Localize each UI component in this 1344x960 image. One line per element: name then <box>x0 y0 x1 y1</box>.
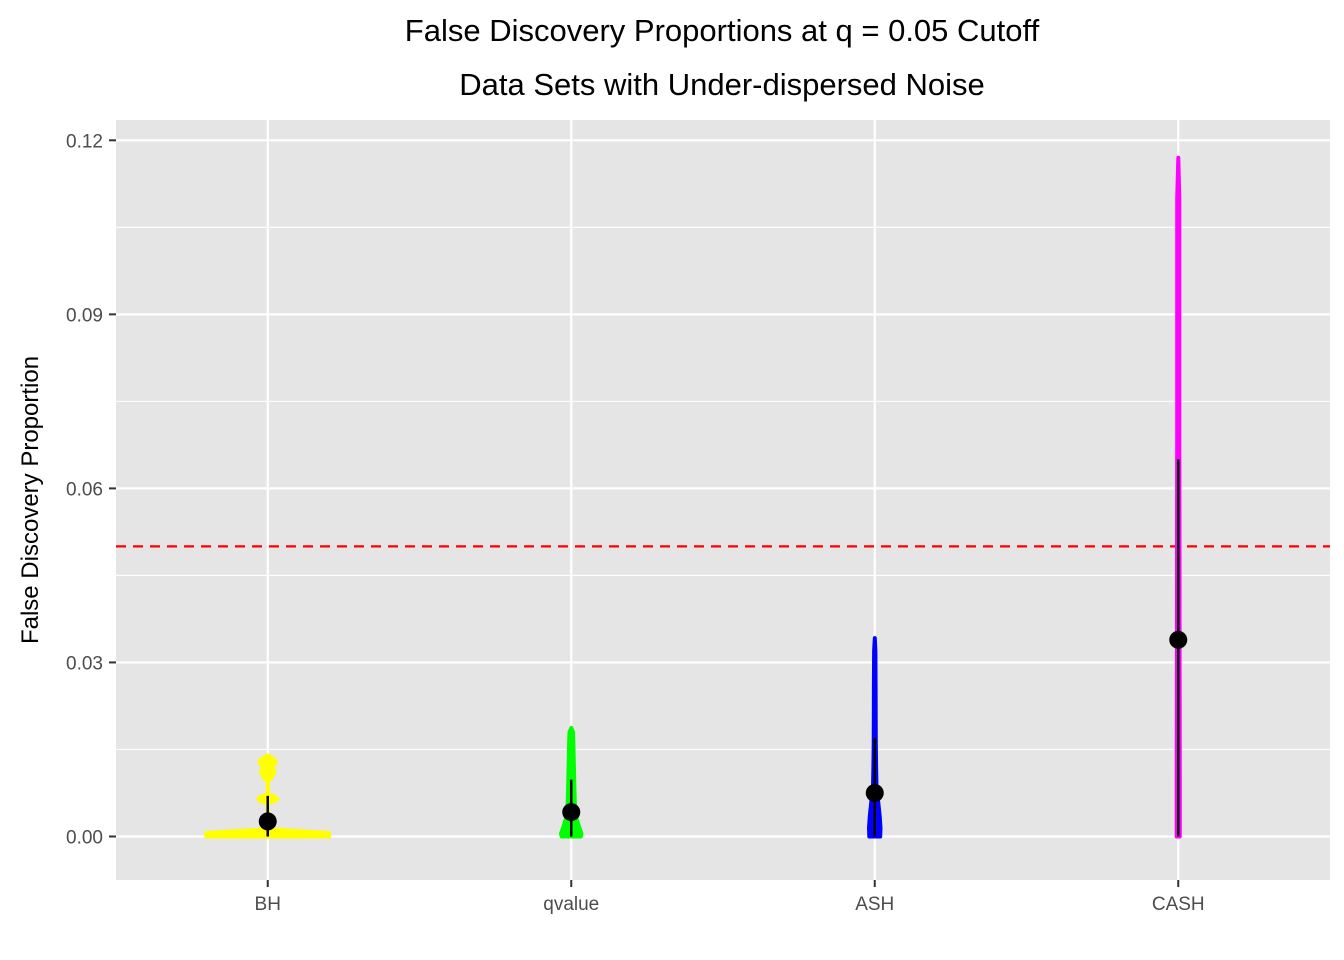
y-tick-label: 0.09 <box>66 305 103 326</box>
y-axis-title: False Discovery Proportion <box>17 356 44 644</box>
y-tick-label: 0.00 <box>66 827 103 848</box>
violin-ASH <box>865 636 884 839</box>
x-tick-label: BH <box>255 894 281 915</box>
mean-point-qvalue <box>562 803 581 822</box>
y-tick-label: 0.06 <box>66 479 103 500</box>
mean-point-CASH <box>1169 630 1188 649</box>
violin-qvalue <box>559 726 584 839</box>
x-tick-label: ASH <box>855 894 894 915</box>
violin-CASH <box>1169 155 1188 839</box>
x-tick-label: CASH <box>1152 894 1205 915</box>
chart-subtitle: Data Sets with Under-dispersed Noise <box>459 67 985 102</box>
y-tick-label: 0.03 <box>66 653 103 674</box>
mean-point-ASH <box>865 783 884 802</box>
violin-BH <box>204 753 332 839</box>
x-tick-label: qvalue <box>543 894 599 915</box>
chart-title: False Discovery Proportions at q = 0.05 … <box>405 13 1040 48</box>
y-tick-label: 0.12 <box>66 131 103 152</box>
mean-point-BH <box>258 812 277 831</box>
violins <box>204 155 1188 839</box>
plot-panel <box>116 120 1330 880</box>
axes: 0.00 0.03 0.06 0.09 0.12 BH qvalue ASH CASH <box>66 131 1205 915</box>
